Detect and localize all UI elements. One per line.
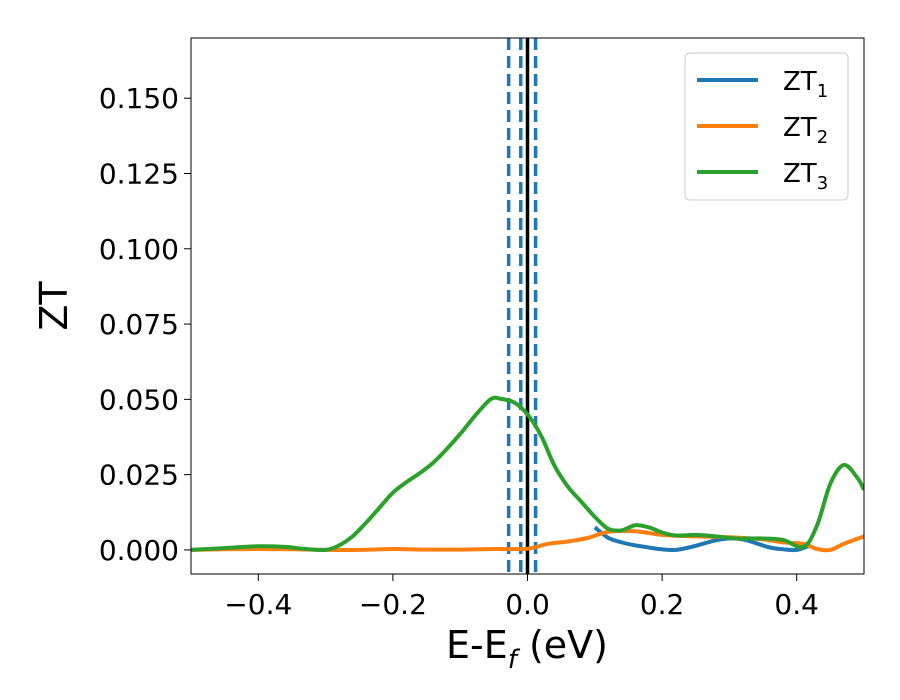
y-tick-label: 0.075 <box>99 308 179 341</box>
legend-label-zt1: ZT <box>783 67 817 97</box>
x-tick-label: −0.4 <box>224 588 292 621</box>
legend-sub-zt3: 3 <box>817 173 828 194</box>
legend: ZT1 ZT2 ZT3 <box>684 52 849 201</box>
svg-text:ZT3: ZT3 <box>783 159 828 194</box>
legend-sub-zt1: 1 <box>817 81 828 102</box>
series-line-zt3 <box>191 395 864 553</box>
series-line-zt1 <box>593 525 811 553</box>
legend-label-zt2: ZT <box>783 113 817 143</box>
legend-sub-zt2: 2 <box>817 127 828 148</box>
y-axis-label: ZT <box>32 281 76 331</box>
x-tick-label: 0.0 <box>505 588 550 621</box>
x-axis-label: E-Ef (eV) <box>446 623 608 675</box>
y-axis: 0.000 0.025 0.050 0.075 0.100 0.125 0.150 <box>99 82 191 567</box>
y-tick-label: 0.150 <box>99 82 179 115</box>
svg-text:ZT2: ZT2 <box>783 113 828 148</box>
y-tick-label: 0.025 <box>99 459 179 492</box>
y-tick-label: 0.000 <box>99 534 179 567</box>
x-axis: −0.4 −0.2 0.0 0.2 0.4 <box>224 574 819 621</box>
x-tick-label: 0.4 <box>774 588 819 621</box>
reference-lines <box>506 38 538 574</box>
legend-item-zt3: ZT3 <box>697 159 828 194</box>
svg-text:ZT1: ZT1 <box>783 67 828 102</box>
legend-box <box>684 52 849 201</box>
y-tick-label: 0.050 <box>99 383 179 416</box>
legend-label-zt3: ZT <box>783 159 817 189</box>
x-tick-label: 0.2 <box>640 588 685 621</box>
y-tick-label: 0.100 <box>99 233 179 266</box>
series-layer <box>191 395 864 553</box>
legend-item-zt1: ZT1 <box>697 67 828 102</box>
legend-item-zt2: ZT2 <box>697 113 828 148</box>
x-tick-label: −0.2 <box>359 588 427 621</box>
y-tick-label: 0.125 <box>99 158 179 191</box>
